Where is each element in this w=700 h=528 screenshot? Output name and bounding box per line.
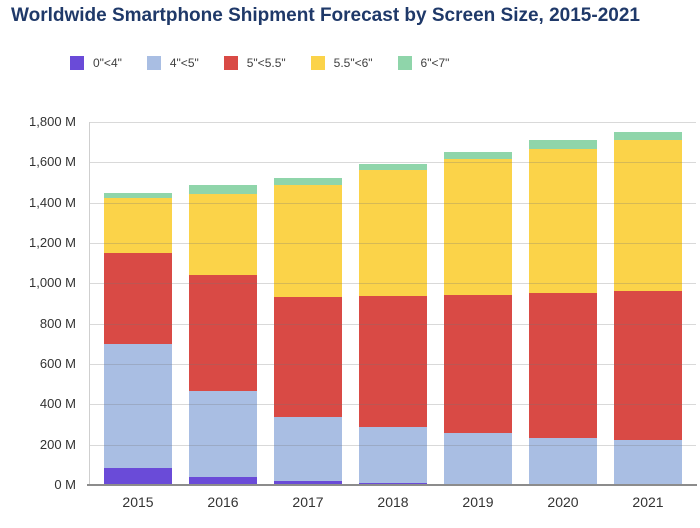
bar-segment-2016-5.5"<6" [189, 193, 257, 275]
y-axis-label-0: 0 M [54, 477, 76, 492]
gridline-1200 [90, 243, 696, 244]
bar-segment-2017-4"<5" [274, 417, 342, 481]
bar-segment-2016-6"<7" [189, 185, 257, 194]
gridline-1400 [90, 202, 696, 204]
legend-swatch-icon [310, 56, 325, 70]
bar-segment-2019-5"<5.5" [444, 294, 512, 433]
x-axis-label-2017: 2017 [292, 494, 324, 510]
plot-area: 2015 2016 2017 2018 2019 2020 2021 [90, 122, 696, 510]
bar-2016 [189, 185, 257, 485]
x-axis-label-2021: 2021 [632, 494, 664, 510]
gridline-600 [90, 364, 696, 365]
bar-segment-2015-0"<4" [104, 467, 172, 485]
bar-segment-2018-4"<5" [359, 426, 427, 484]
gridline-1600 [90, 162, 696, 164]
y-axis-label-1600: 1,600 M [29, 154, 76, 170]
legend-item-2: 5"<5.5" [223, 56, 286, 70]
legend-item-3: 5.5"<6" [310, 56, 373, 70]
x-axis-label-2018: 2018 [377, 494, 409, 510]
bar-segment-2015-5.5"<6" [104, 197, 172, 254]
legend-item-4: 6"<7" [397, 56, 450, 70]
bar-segment-2019-5.5"<6" [444, 159, 512, 295]
bar-segment-2019-6"<7" [444, 151, 512, 160]
y-axis-label-1000: 1,000 M [29, 275, 76, 291]
bar-segment-2015-4"<5" [104, 344, 172, 468]
bar-2020 [529, 140, 597, 485]
bar-2021 [614, 132, 682, 485]
legend-label: 4"<5" [169, 56, 199, 70]
y-axis-line [89, 122, 90, 485]
x-axis-label-2016: 2016 [207, 494, 239, 510]
legend-swatch-icon [223, 56, 238, 70]
gridline-200 [90, 444, 696, 446]
x-axis-line [87, 484, 697, 486]
bar-segment-2016-0"<4" [189, 476, 257, 485]
bar-2015 [104, 192, 172, 485]
bar-segment-2017-6"<7" [274, 177, 342, 185]
legend-label: 0"<4" [93, 56, 122, 70]
bar-segment-2015-6"<7" [104, 192, 172, 198]
legend-item-1: 4"<5" [146, 56, 199, 70]
y-axis-label-200: 200 M [39, 436, 76, 452]
gridline-1000 [90, 283, 696, 285]
x-axis-label-2015: 2015 [122, 494, 154, 510]
bar-segment-2020-5.5"<6" [529, 148, 597, 293]
legend-swatch-icon [70, 56, 84, 70]
gridline-1800 [90, 122, 696, 123]
bar-segment-2020-5"<5.5" [529, 292, 597, 438]
bar-segment-2016-4"<5" [189, 391, 257, 477]
legend-swatch-icon [146, 56, 161, 70]
y-axis-label-1200: 1,200 M [29, 235, 76, 250]
y-axis-label-1800: 1,800 M [29, 114, 76, 129]
legend-item-0: 0"<4" [70, 56, 122, 70]
y-axis-label-400: 400 M [39, 396, 76, 412]
gridline-400 [90, 404, 696, 406]
bar-segment-2021-5.5"<6" [614, 140, 682, 291]
bar-segment-2021-5"<5.5" [614, 290, 682, 441]
bar-segment-2015-5"<5.5" [104, 253, 172, 345]
legend-swatch-icon [397, 56, 412, 70]
legend: 0"<4" 4"<5" 5"<5.5" 5.5"<6" 6"<7" [70, 56, 449, 70]
bar-2019 [444, 151, 512, 485]
legend-label: 5"<5.5" [246, 56, 286, 70]
bar-segment-2018-6"<7" [359, 164, 427, 171]
bar-2018 [359, 164, 427, 485]
bar-segment-2020-4"<5" [529, 437, 597, 485]
bar-segment-2017-5"<5.5" [274, 297, 342, 418]
x-axis-label-2020: 2020 [547, 494, 579, 510]
chart-title: Worldwide Smartphone Shipment Forecast b… [11, 5, 640, 26]
bar-2017 [274, 177, 342, 485]
bar-segment-2017-5.5"<6" [274, 184, 342, 298]
x-axis-label-2019: 2019 [462, 494, 494, 510]
bar-segment-2018-5"<5.5" [359, 296, 427, 427]
bar-segment-2016-5"<5.5" [189, 274, 257, 392]
legend-label: 6"<7" [420, 56, 450, 70]
bar-segment-2020-6"<7" [529, 140, 597, 149]
bar-segment-2018-5.5"<6" [359, 170, 427, 297]
y-axis-label-1400: 1,400 M [29, 194, 76, 210]
legend-label: 5.5"<6" [333, 56, 373, 70]
bar-segment-2019-4"<5" [444, 432, 512, 485]
bar-segment-2021-6"<7" [614, 132, 682, 141]
y-axis-label-600: 600 M [39, 356, 76, 371]
y-axis-label-800: 800 M [39, 315, 76, 331]
bar-segment-2017-0"<4" [274, 480, 342, 485]
bar-segment-2021-4"<5" [614, 440, 682, 485]
gridline-800 [90, 323, 696, 325]
